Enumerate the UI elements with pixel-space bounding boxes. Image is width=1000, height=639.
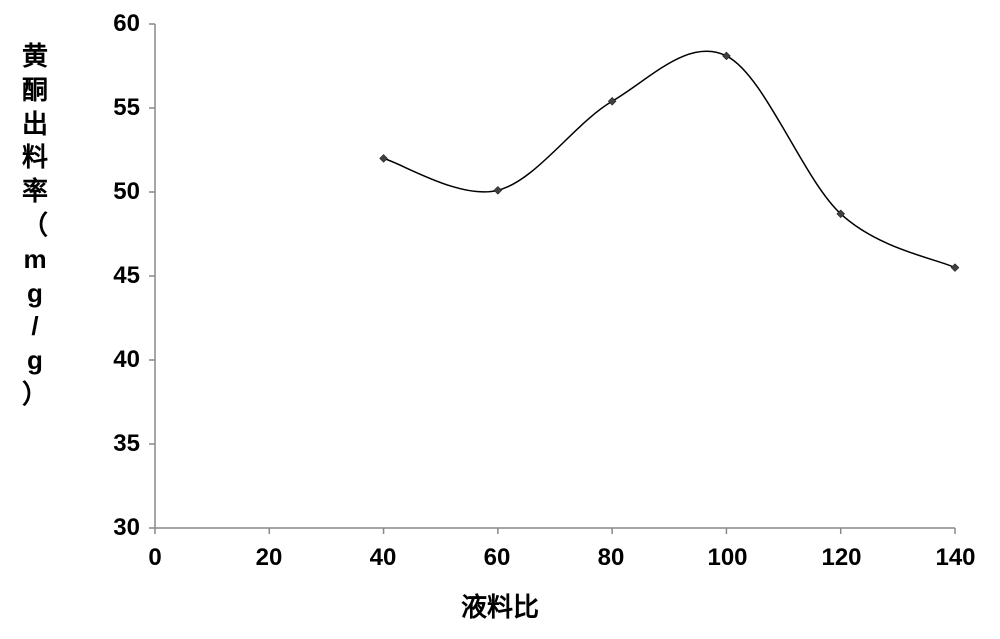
- data-marker: [494, 186, 502, 194]
- chart-svg: [0, 0, 1000, 639]
- y-tick-marks: [149, 24, 155, 528]
- data-marker: [951, 264, 959, 272]
- data-marker: [608, 97, 616, 105]
- data-marker: [380, 154, 388, 162]
- data-markers: [380, 52, 959, 272]
- chart-container: 黄 酮 出 料 率 （ m g / g ） 液料比 60 55 50 45 40…: [0, 0, 1000, 639]
- axes: [149, 24, 955, 534]
- x-tick-marks: [155, 528, 955, 534]
- data-marker: [722, 52, 730, 60]
- data-line: [384, 51, 955, 267]
